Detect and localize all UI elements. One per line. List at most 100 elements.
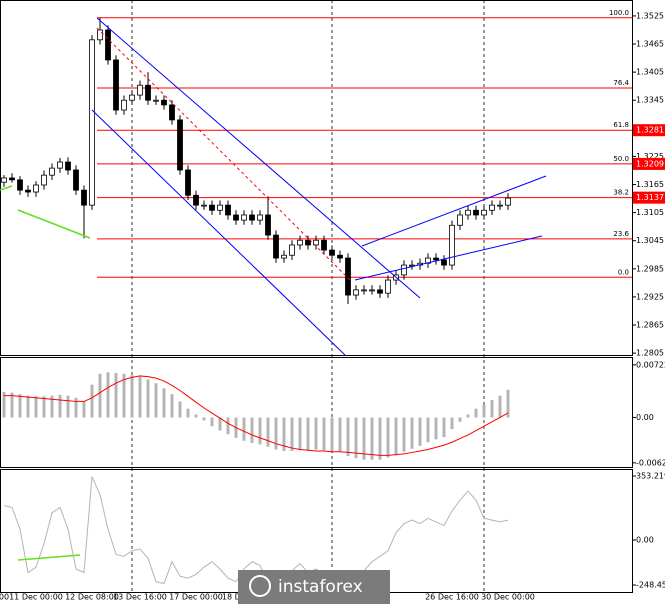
candle-body bbox=[209, 204, 215, 211]
x-tick-label: 00 bbox=[0, 593, 9, 602]
macd-bar bbox=[114, 373, 118, 418]
candle-body bbox=[193, 194, 199, 206]
macd-bar bbox=[282, 417, 286, 451]
candle-body bbox=[321, 239, 327, 251]
macd-bar bbox=[290, 417, 294, 451]
trend-line bbox=[17, 554, 81, 561]
candle-body bbox=[305, 239, 311, 246]
candle-body bbox=[233, 214, 239, 221]
channel-line bbox=[354, 235, 543, 281]
y-tick-label: 1.2985 bbox=[636, 264, 664, 273]
candle-body bbox=[337, 254, 343, 259]
y-tick-label: 0.00 bbox=[636, 413, 654, 422]
drawings bbox=[0, 17, 547, 561]
candle-body bbox=[73, 169, 79, 191]
candle-body bbox=[449, 224, 455, 266]
fib-level-name: 76.4 bbox=[613, 79, 629, 87]
macd-bar bbox=[34, 396, 38, 418]
candle-body bbox=[361, 289, 367, 292]
macd-bar bbox=[378, 417, 382, 460]
x-tick-label: 17 Dec 00:00 bbox=[169, 593, 223, 602]
y-tick-label: 1.2925 bbox=[636, 292, 664, 301]
y-tick-label: 353.2193 bbox=[636, 472, 665, 481]
macd-bar bbox=[74, 397, 78, 418]
candle-body bbox=[249, 214, 255, 221]
channel-line bbox=[91, 109, 346, 356]
candle-body bbox=[473, 209, 479, 216]
macd-bar bbox=[58, 394, 62, 418]
candle-body bbox=[177, 119, 183, 171]
macd-bar bbox=[330, 417, 334, 451]
candle-body bbox=[201, 204, 207, 207]
candle-body bbox=[81, 189, 87, 206]
y-tick-label: -248.4574 bbox=[636, 581, 665, 590]
candle-body bbox=[345, 257, 351, 296]
macd-bar bbox=[146, 379, 150, 418]
macd-bar bbox=[122, 373, 126, 418]
macd-bar bbox=[66, 395, 70, 418]
candle-body bbox=[89, 39, 95, 206]
candle-body bbox=[65, 161, 71, 171]
fib-level-name: 100.0 bbox=[609, 9, 629, 17]
candle-body bbox=[369, 289, 375, 292]
y-tick-label: 0.00 bbox=[636, 536, 654, 545]
candle-body bbox=[457, 214, 463, 226]
candle-body bbox=[273, 234, 279, 259]
macd-bar bbox=[42, 396, 46, 418]
macd-bar bbox=[130, 375, 134, 418]
candle-body bbox=[281, 254, 287, 259]
x-tick-label: 13 Dec 16:00 bbox=[113, 593, 167, 602]
y-tick-label: 1.3525 bbox=[636, 11, 664, 20]
candle-body bbox=[489, 204, 495, 211]
fib-level-name: 23.6 bbox=[613, 230, 629, 238]
candle-body bbox=[1, 177, 7, 183]
macd-bar bbox=[450, 417, 454, 430]
macd-bar bbox=[90, 384, 94, 418]
macd-bar bbox=[338, 417, 342, 452]
fib-level-name: 50.0 bbox=[613, 155, 629, 163]
candle-body bbox=[433, 257, 439, 261]
macd-bar bbox=[274, 417, 278, 450]
macd-bar bbox=[474, 408, 478, 418]
y-tick-label: 1.3465 bbox=[636, 40, 664, 49]
macd-bar bbox=[250, 417, 254, 443]
macd-bar bbox=[306, 417, 310, 451]
macd-bar bbox=[106, 372, 110, 418]
candle-body bbox=[297, 239, 303, 246]
watermark-text: instaforex bbox=[278, 577, 363, 597]
indicator-line bbox=[3, 476, 509, 586]
candle-body bbox=[145, 84, 151, 101]
trend-line bbox=[17, 209, 91, 239]
candle-body bbox=[41, 174, 47, 186]
macd-bar bbox=[18, 394, 22, 418]
macd-bar bbox=[426, 417, 430, 443]
macd-bar bbox=[266, 417, 270, 447]
macd-bar bbox=[226, 417, 230, 435]
x-tick-label: 18 Dec bbox=[222, 593, 250, 602]
price-tag bbox=[633, 157, 665, 170]
candle-body bbox=[505, 197, 511, 206]
channel-line bbox=[361, 175, 547, 247]
candle-body bbox=[481, 209, 487, 216]
candle-body bbox=[225, 204, 231, 216]
panel-frame bbox=[0, 0, 633, 356]
candle-body bbox=[265, 214, 271, 236]
macd-bar bbox=[458, 417, 462, 422]
macd-bar bbox=[498, 395, 502, 418]
macd-bar bbox=[82, 401, 86, 418]
macd-bar bbox=[242, 417, 246, 441]
macd-bar bbox=[202, 417, 206, 421]
macd-bar bbox=[418, 417, 422, 446]
y-tick-label: 1.2805 bbox=[636, 349, 664, 358]
fib-level-name: 0.0 bbox=[618, 268, 629, 276]
candle-body bbox=[25, 189, 31, 193]
macd-bar bbox=[322, 417, 326, 451]
macd-bar bbox=[506, 389, 510, 418]
candle-body bbox=[113, 59, 119, 111]
candle-body bbox=[257, 214, 263, 221]
candle-body bbox=[129, 94, 135, 101]
candle-body bbox=[465, 209, 471, 216]
candle-body bbox=[105, 29, 111, 61]
y-tick-label: 1.3345 bbox=[636, 96, 664, 105]
